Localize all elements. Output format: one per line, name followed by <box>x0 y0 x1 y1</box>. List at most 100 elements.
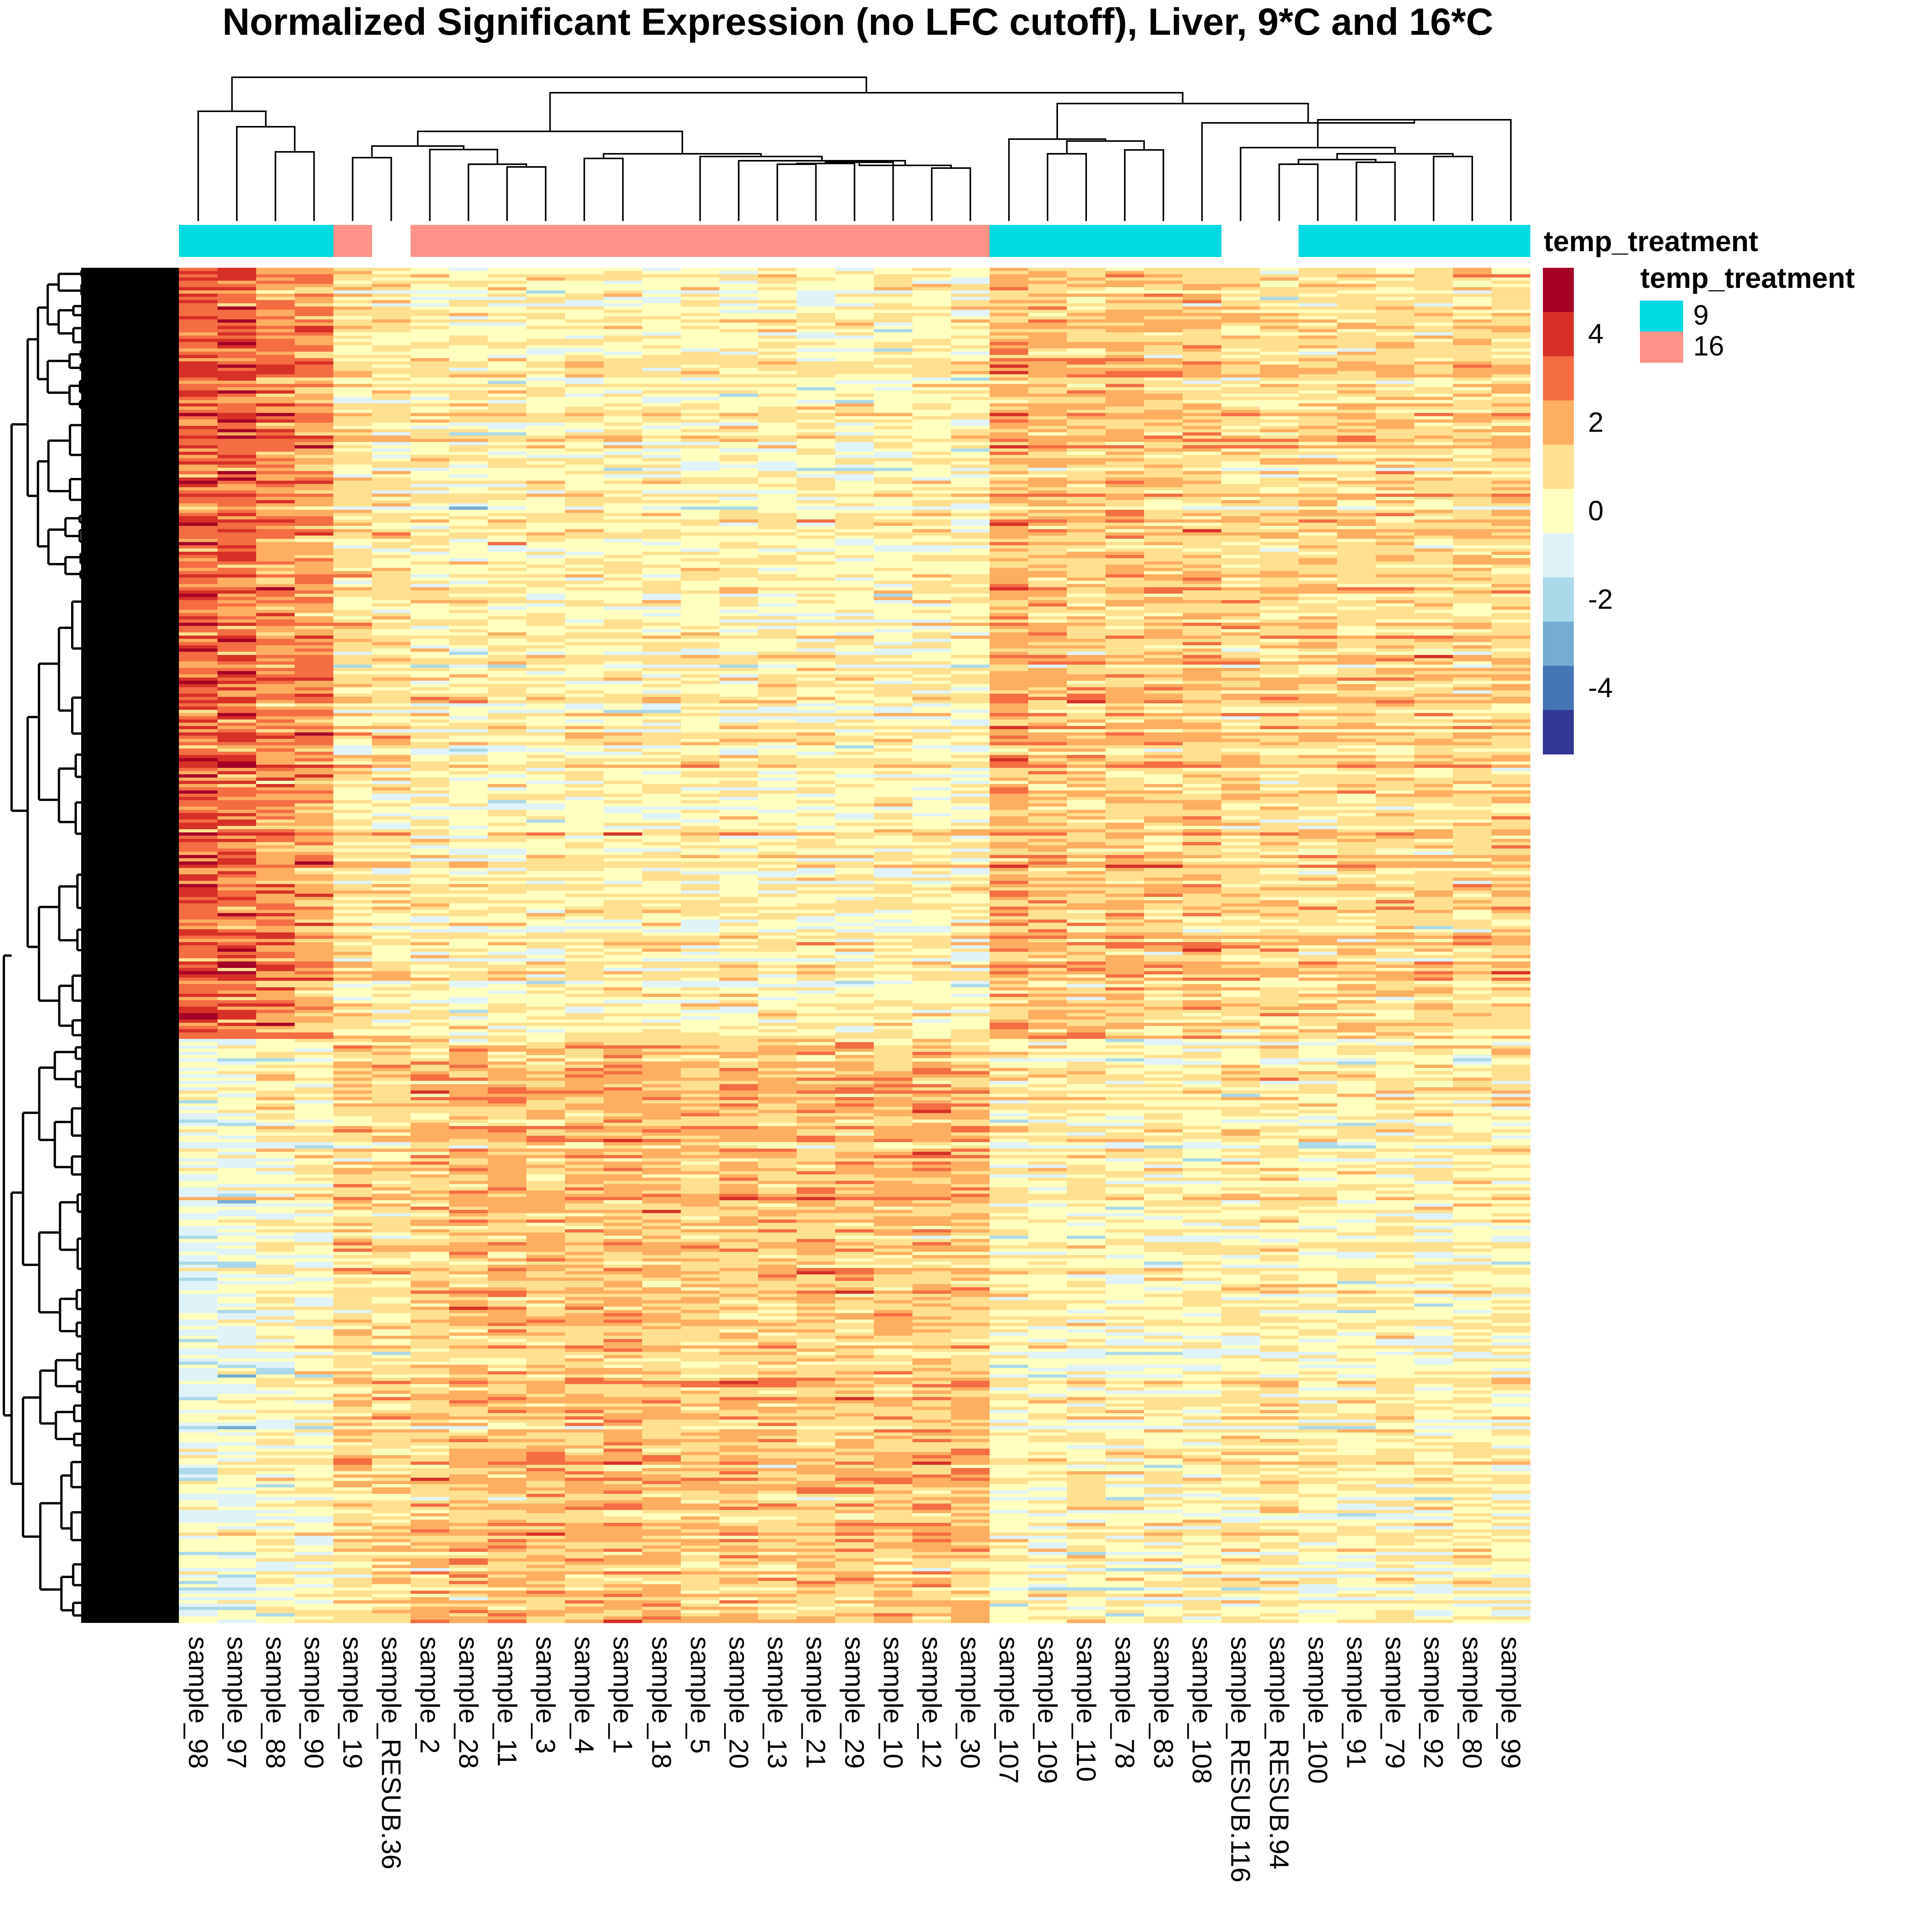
heatmap-cell <box>488 293 527 297</box>
heatmap-cell <box>604 658 643 662</box>
heatmap-cell <box>874 651 913 655</box>
heatmap-cell <box>1221 613 1260 617</box>
heatmap-cell <box>1337 613 1376 617</box>
heatmap-cell <box>217 539 257 543</box>
heatmap-cell <box>1492 332 1531 336</box>
heatmap-cell <box>294 516 334 520</box>
heatmap-cell <box>372 697 411 701</box>
heatmap-cell <box>256 377 295 381</box>
heatmap-cell <box>680 648 720 652</box>
heatmap-cell <box>1182 639 1222 643</box>
heatmap-cell <box>526 358 565 362</box>
heatmap-cell <box>951 461 990 465</box>
heatmap-cell <box>990 497 1029 500</box>
heatmap-cell <box>951 632 990 636</box>
heatmap-cell <box>1260 590 1299 594</box>
heatmap-cell <box>526 616 565 620</box>
heatmap-cell <box>912 377 951 381</box>
heatmap-cell <box>333 448 372 452</box>
heatmap-cell <box>449 510 488 514</box>
heatmap-cell <box>874 522 913 526</box>
heatmap-cell <box>565 680 604 684</box>
heatmap-cell <box>449 477 488 481</box>
heatmap-cell <box>1453 281 1492 284</box>
heatmap-cell <box>294 639 334 643</box>
heatmap-cell <box>604 429 643 433</box>
heatmap-cell <box>1492 539 1531 543</box>
heatmap-cell <box>719 658 759 662</box>
heatmap-cell <box>1337 416 1376 420</box>
heatmap-cell <box>217 542 257 546</box>
heatmap-cell <box>1453 490 1492 494</box>
heatmap-cell <box>488 355 527 359</box>
heatmap-cell <box>1492 590 1531 594</box>
heatmap-cell <box>565 426 604 430</box>
heatmap-cell <box>1182 613 1222 617</box>
heatmap-cell <box>1260 329 1299 333</box>
heatmap-cell <box>1221 458 1260 462</box>
heatmap-cell <box>990 274 1029 278</box>
heatmap-cell <box>294 674 334 678</box>
heatmap-cell <box>758 319 797 323</box>
heatmap-cell <box>1221 310 1260 313</box>
heatmap-cell <box>642 571 681 575</box>
heatmap-cell <box>1298 345 1338 349</box>
heatmap-cell <box>1221 490 1260 494</box>
heatmap-cell <box>217 548 257 552</box>
heatmap-cell <box>680 642 720 646</box>
heatmap-cell <box>604 342 643 345</box>
heatmap-cell <box>990 432 1029 436</box>
heatmap-cell <box>526 419 565 423</box>
heatmap-cell <box>1414 426 1453 430</box>
heatmap-cell <box>1298 355 1338 359</box>
heatmap-cell <box>1144 506 1183 510</box>
heatmap-cell <box>604 290 643 294</box>
heatmap-cell <box>410 577 449 581</box>
heatmap-cell <box>1221 632 1260 636</box>
heatmap-cell <box>1028 397 1067 400</box>
heatmap-cell <box>990 481 1029 485</box>
heatmap-cell <box>488 558 527 562</box>
heatmap-cell <box>1414 603 1453 607</box>
heatmap-cell <box>990 371 1029 375</box>
heatmap-cell <box>333 506 372 510</box>
heatmap-cell <box>1453 668 1492 672</box>
row-dendrogram-branch <box>79 570 95 579</box>
heatmap-cell <box>758 555 797 559</box>
heatmap-cell <box>333 610 372 614</box>
heatmap-cell <box>372 694 411 697</box>
heatmap-cell <box>179 384 218 388</box>
heatmap-cell <box>410 500 449 504</box>
heatmap-cell <box>294 555 334 559</box>
heatmap-cell <box>912 493 951 497</box>
heatmap-cell <box>1453 616 1492 620</box>
heatmap-cell <box>410 545 449 549</box>
heatmap-cell <box>294 348 334 352</box>
heatmap-cell <box>1376 413 1415 417</box>
heatmap-cell <box>372 297 411 301</box>
heatmap-cell <box>1492 545 1531 549</box>
heatmap-cell <box>256 458 295 462</box>
heatmap-cell <box>874 451 913 455</box>
heatmap-cell <box>1067 642 1106 646</box>
heatmap-cell <box>449 326 488 330</box>
row-dendrogram-branch <box>96 376 115 385</box>
heatmap-cell <box>1298 393 1338 397</box>
heatmap-cell <box>1182 358 1222 362</box>
heatmap-cell <box>604 622 643 626</box>
heatmap-cell <box>217 381 257 384</box>
heatmap-cell <box>796 322 836 326</box>
heatmap-cell <box>1067 565 1106 568</box>
heatmap-cell <box>1298 500 1338 504</box>
heatmap-cell <box>758 374 797 378</box>
heatmap-cell <box>951 671 990 675</box>
heatmap-cell <box>410 400 449 404</box>
heatmap-cell <box>488 313 527 316</box>
dendrogram-branch <box>776 163 817 221</box>
heatmap-cell <box>1182 326 1222 330</box>
heatmap-cell <box>565 690 604 694</box>
heatmap-cell <box>1298 410 1338 413</box>
heatmap-cell <box>1453 338 1492 342</box>
heatmap-cell <box>1414 281 1453 284</box>
heatmap-cell <box>256 626 295 629</box>
